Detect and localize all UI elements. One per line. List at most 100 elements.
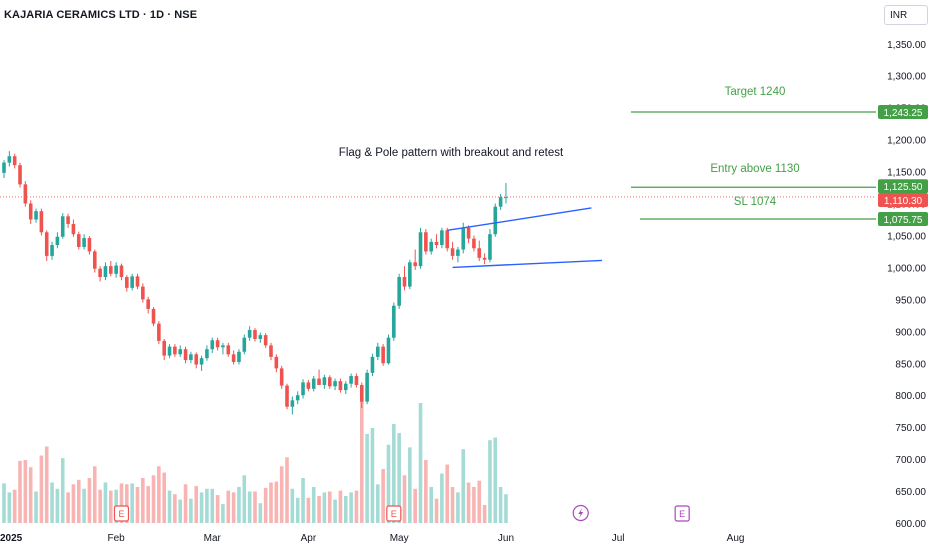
candle-body — [92, 251, 97, 269]
candle-body — [311, 378, 316, 389]
candle-body — [194, 354, 199, 365]
volume-bar — [34, 491, 38, 523]
volume-bar — [306, 497, 311, 523]
candle-body — [376, 346, 380, 357]
price-tick-label: 600.00 — [895, 519, 926, 530]
candle-body — [445, 230, 450, 249]
volume-bar — [354, 490, 359, 523]
candle-body — [82, 238, 86, 247]
candle-body — [162, 340, 166, 356]
volume-bar — [215, 495, 220, 523]
currency-selector[interactable]: INR — [884, 5, 928, 25]
last-price-tag-label: 1,110.30 — [884, 196, 923, 207]
candle-body — [167, 346, 172, 356]
candle-body — [151, 308, 156, 324]
time-axis: 2025 Feb Mar Apr May Jun Jul Aug — [0, 533, 744, 544]
candle-body — [71, 223, 76, 235]
volume-bar — [199, 492, 204, 523]
volume-bar — [146, 486, 150, 523]
candle-body — [205, 349, 209, 359]
volume-bar — [376, 484, 380, 523]
candle-body — [408, 262, 412, 287]
candle-body — [504, 197, 508, 199]
volume-bar — [103, 482, 108, 523]
time-tick-label: Jun — [498, 533, 514, 544]
volume-bar — [258, 503, 263, 523]
volume-bar — [263, 487, 268, 523]
candle-body — [343, 383, 348, 391]
volume-bar — [194, 486, 199, 523]
candle-body — [44, 232, 49, 256]
volume-bar — [295, 497, 300, 523]
candle-body — [39, 211, 44, 233]
candle-body — [18, 165, 22, 185]
volume-bar — [109, 490, 113, 523]
candle-body — [237, 351, 241, 362]
volume-bar — [359, 398, 364, 523]
entry-annotation: Entry above 1130 — [710, 163, 799, 175]
volume-bar — [226, 490, 231, 523]
volume-bar — [445, 464, 450, 523]
candle-body — [103, 266, 108, 277]
earnings-marker-label: E — [118, 509, 124, 519]
volume-bar — [327, 491, 332, 523]
volume-bar — [472, 487, 476, 523]
volume-bar — [482, 505, 487, 523]
volume-bar — [498, 487, 503, 523]
flag-upper-trendline — [447, 207, 592, 232]
volume-bar — [504, 494, 508, 523]
candle-body — [2, 162, 6, 173]
candle-body — [338, 381, 343, 391]
volume-bar — [386, 444, 391, 523]
candle-body — [263, 335, 268, 346]
volume-bar — [424, 460, 428, 523]
volume-bar — [173, 494, 177, 523]
candle-body — [226, 345, 231, 355]
volume-bar — [311, 487, 316, 523]
volume-bar — [317, 496, 321, 523]
volume-bar — [456, 492, 460, 523]
volume-bar — [333, 499, 337, 523]
volume-bar — [301, 478, 305, 523]
candle-body — [349, 376, 353, 384]
candlesticks — [2, 151, 508, 415]
volume-bar — [269, 482, 273, 523]
earnings-marker[interactable] — [113, 505, 130, 522]
volume-bar — [141, 478, 145, 523]
candle-body — [461, 227, 466, 250]
volume-bar — [98, 489, 102, 523]
candle-body — [477, 248, 482, 258]
candle-body — [12, 156, 17, 166]
candle-body — [322, 377, 327, 385]
earnings-marker-label: E — [679, 509, 685, 519]
earnings-marker[interactable] — [386, 505, 402, 522]
candle-body — [76, 234, 81, 247]
candle-body — [354, 376, 359, 385]
candle-body — [402, 277, 407, 287]
volume-bar — [397, 433, 401, 523]
price-tick-label: 1,000.00 — [887, 263, 926, 274]
overlay-lines: Target 1240 Entry above 1130 SL 1074 Flag &… — [0, 86, 876, 269]
candle-body — [135, 276, 140, 287]
volume-bar — [151, 475, 156, 523]
volume-bar — [429, 487, 433, 523]
volume-bar — [82, 488, 86, 523]
volume-bar — [274, 481, 279, 523]
volume-bar — [39, 455, 44, 523]
volume-bar — [231, 492, 236, 523]
candle-body — [7, 156, 12, 163]
volume-bar — [92, 466, 97, 523]
candle-body — [482, 257, 487, 260]
time-tick-label: Aug — [727, 533, 745, 544]
earnings-marker[interactable] — [674, 505, 690, 522]
earnings-marker-label: E — [391, 509, 397, 519]
volume-bar — [253, 491, 257, 523]
volume-bar — [55, 488, 60, 523]
volume-bar — [247, 491, 252, 523]
candle-body — [290, 400, 295, 407]
price-tick-label: 1,300.00 — [887, 72, 926, 83]
volume-bar — [23, 460, 28, 523]
volume-bar — [365, 433, 369, 523]
